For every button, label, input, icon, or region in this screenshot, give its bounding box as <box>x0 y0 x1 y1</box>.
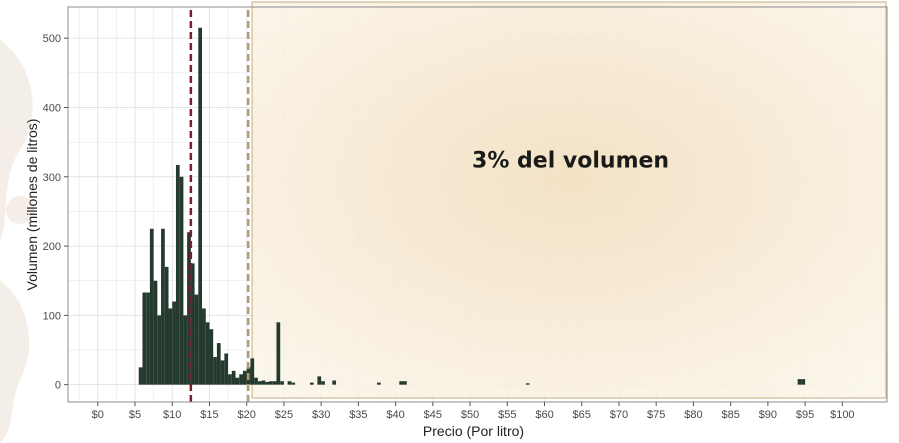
x-tick-label: $85 <box>721 409 739 421</box>
histogram-bar <box>157 315 162 385</box>
x-tick-label: $45 <box>424 409 442 421</box>
histogram-bar <box>272 381 277 385</box>
histogram-bar <box>187 232 191 385</box>
histogram-bar <box>376 382 381 385</box>
plot-panel-border <box>67 6 888 403</box>
histogram-bar <box>175 165 180 385</box>
x-tick-label: $35 <box>349 409 367 421</box>
histogram-bar <box>291 382 296 385</box>
x-tick-label: $80 <box>684 409 702 421</box>
x-axis-title: Precio (Por litro) <box>423 423 524 439</box>
histogram-bar <box>190 263 195 385</box>
histogram-bar <box>194 294 199 385</box>
histogram-bar <box>317 376 322 385</box>
x-tick-label: $95 <box>796 409 814 421</box>
y-tick-label: 100 <box>43 310 61 322</box>
histogram-bar <box>235 377 240 385</box>
histogram-bar <box>265 381 270 385</box>
x-tick-label: $60 <box>535 409 553 421</box>
histogram-bar <box>239 374 243 385</box>
histogram-bar <box>257 381 262 385</box>
histogram-bar <box>213 356 217 385</box>
x-tick-label: $10 <box>163 409 181 421</box>
histogram-bar <box>261 380 266 385</box>
y-tick-label: 300 <box>43 172 61 184</box>
histogram-bar <box>269 381 273 385</box>
x-tick-label: $15 <box>200 409 218 421</box>
x-tick-label: $75 <box>647 409 665 421</box>
histogram-bar <box>254 377 258 385</box>
y-axis-title: Volumen (millones de litros) <box>24 119 40 291</box>
histogram-bar <box>228 374 232 385</box>
histogram-bar <box>202 308 206 385</box>
histogram-bar <box>209 329 214 385</box>
y-axis-ticks: 0 100 200 300 400 500 <box>43 33 68 392</box>
x-axis-ticks: $0 $5 $10 $15 $20 $25 $30 $35 $40 $45 $50 $55 $60 $65… <box>92 402 855 421</box>
x-tick-label: $100 <box>830 409 854 421</box>
histogram-bar <box>399 381 404 385</box>
histogram-bar <box>168 308 173 385</box>
histogram-bar <box>198 27 203 385</box>
histogram-bar <box>172 301 176 385</box>
y-tick-label: 500 <box>43 33 61 45</box>
histogram-bar <box>797 379 802 385</box>
histogram-bar <box>216 343 221 385</box>
shaded-region <box>251 1 887 399</box>
x-tick-label: $70 <box>610 409 628 421</box>
y-tick-label: 400 <box>43 102 61 114</box>
histogram-bar <box>161 228 165 385</box>
histogram-bar <box>146 292 150 385</box>
histogram-bar <box>138 367 143 385</box>
histogram-bar <box>287 381 292 385</box>
histogram-bar <box>149 228 154 385</box>
shaded-region-layer <box>251 1 887 399</box>
histogram-bar <box>224 353 229 385</box>
x-tick-label: $20 <box>238 409 256 421</box>
x-tick-label: $65 <box>573 409 591 421</box>
histogram-bar <box>183 315 188 385</box>
x-tick-label: $90 <box>759 409 777 421</box>
histogram-bar <box>276 322 281 385</box>
x-tick-label: $30 <box>312 409 330 421</box>
x-tick-label: $5 <box>129 409 141 421</box>
histogram-bar <box>280 381 284 385</box>
histogram-bar <box>403 381 407 385</box>
histogram-bar <box>205 322 210 385</box>
x-tick-label: $25 <box>275 409 293 421</box>
x-tick-label: $55 <box>498 409 516 421</box>
histogram-bar <box>250 358 255 385</box>
x-tick-label: $50 <box>461 409 479 421</box>
histogram-bar <box>801 379 806 385</box>
histogram-bar <box>231 370 236 385</box>
histogram-bar <box>309 382 314 385</box>
histogram-bar <box>220 360 225 385</box>
histogram-bar <box>525 383 530 385</box>
x-tick-label: $0 <box>92 409 104 421</box>
histogram-bar <box>332 380 337 385</box>
y-tick-label: 200 <box>43 241 61 253</box>
histogram-bar <box>242 370 247 385</box>
histogram-bar <box>321 381 325 385</box>
y-tick-label: 0 <box>55 380 61 392</box>
histogram-bar <box>142 292 147 385</box>
x-tick-label: $40 <box>386 409 404 421</box>
histogram-bar <box>179 176 184 385</box>
volume-share-annotation: 3% del volumen <box>472 148 669 173</box>
histogram-bar <box>164 266 169 385</box>
histogram-bar <box>153 280 158 385</box>
